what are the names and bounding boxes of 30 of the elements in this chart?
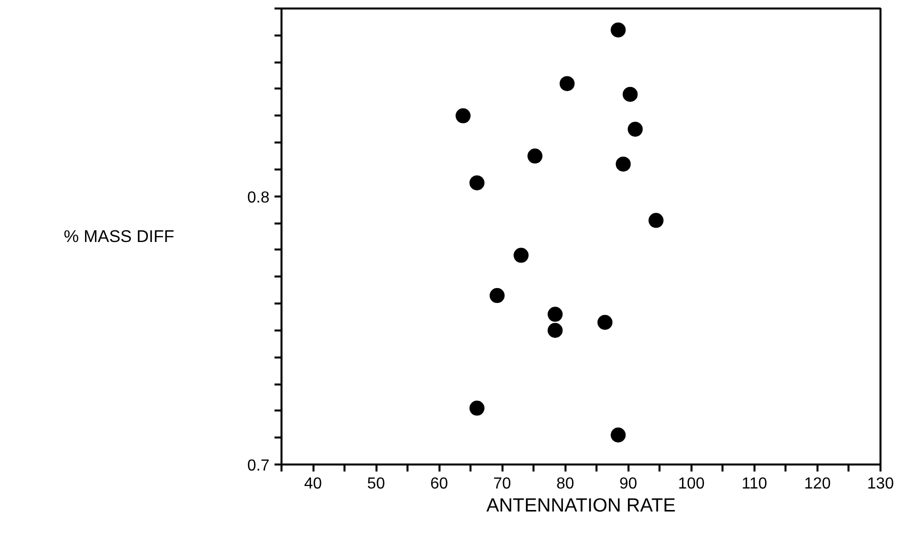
point [610,428,626,442]
x-tick-label: 70 [493,476,512,492]
point [527,148,542,164]
point [628,122,643,137]
y-axis-title: % MASS DIFF [64,227,174,246]
point [490,288,505,303]
x-tick-label: 100 [678,476,705,492]
x-tick-label: 110 [742,476,768,492]
x-tick-label: 50 [367,476,386,492]
point [616,156,631,172]
point [469,175,484,190]
point [456,108,471,124]
x-tick-label: 60 [430,476,448,492]
point [548,306,563,322]
x-tick-label: 80 [556,476,574,492]
y-tick-label: 0.7 [247,458,270,474]
point [560,76,575,92]
point [597,314,612,330]
point [610,22,626,38]
point [548,322,563,338]
x-axis-title: ANTENNATION RATE [486,496,676,516]
x-tick-label: 130 [867,476,894,492]
x-tick-label: 40 [304,476,322,492]
point [622,86,638,102]
x-tick-label: 120 [804,476,831,492]
point [514,248,529,263]
y-tick-label: 0.8 [247,189,270,206]
point [469,400,484,416]
point [648,212,664,228]
x-tick-label: 90 [619,476,638,492]
